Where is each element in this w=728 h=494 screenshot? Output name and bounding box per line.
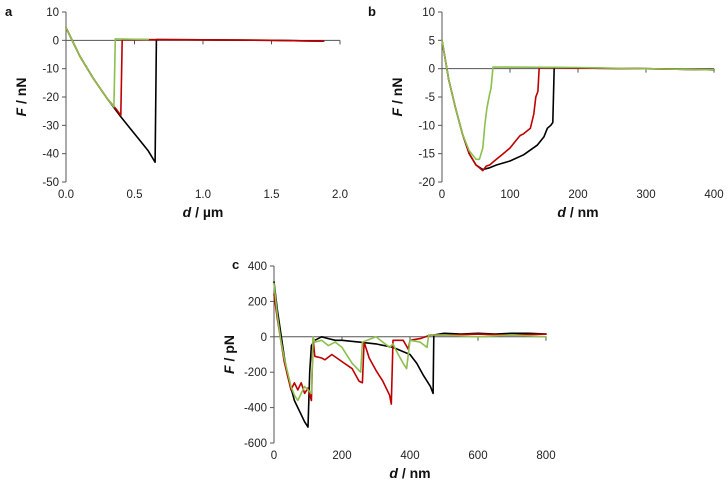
y-axis-variable: F [389,107,405,116]
y-axis-title: F / pN [221,335,237,374]
series-line-c-2 [273,282,547,402]
y-axis-unit: / nN [13,78,29,108]
x-tick-label: 600 [468,450,487,462]
y-tick-label: -10 [42,64,59,76]
y-tick-label: 0 [429,64,435,76]
x-axis-variable: d [389,465,398,481]
x-tick-label: 1.0 [195,189,211,201]
x-axis-unit: / nm [566,204,599,220]
y-tick-label: -20 [42,92,59,104]
y-tick-label: -600 [244,438,267,450]
y-tick-label: -15 [418,149,435,161]
x-tick-label: 800 [536,450,555,462]
x-tick-label: 400 [400,450,419,462]
series-line-c-1 [273,293,547,405]
x-tick-label: 200 [332,450,351,462]
chart-panel-c: c 400 200 0 -200 -400 -600 0 200 400 600 800 d / nm F… [221,257,556,481]
y-tick-label: 10 [422,7,435,19]
x-axis-unit: / nm [398,465,431,481]
x-tick-label: 0.5 [127,189,143,201]
x-axis-title: d / µm [183,204,224,220]
x-tick-label: 1.5 [264,189,280,201]
y-tick-label: 200 [248,296,267,308]
x-axis-variable: d [183,204,192,220]
chart-panel-a: a 10 0 -10 -20 -30 -40 -500.0 0.5 1.0 1.5 2.0 d / µm… [5,4,348,220]
x-tick-label: 2.0 [332,189,348,201]
y-tick-label: -40 [42,149,59,161]
y-tick-label: -5 [425,92,435,104]
y-axis-title: F / nN [389,78,405,117]
x-tick-label: 0 [271,450,277,462]
y-axis-unit: / pN [221,335,237,365]
panel-label: b [368,4,376,19]
x-tick-label: 300 [636,189,655,201]
y-tick-label: 5 [429,35,435,47]
x-axis-variable: d [557,204,566,220]
x-axis-title: d / nm [389,465,430,481]
x-axis-unit: / µm [191,204,223,220]
y-tick-label: -400 [244,403,267,415]
y-axis-unit: / nN [389,78,405,108]
x-tick-label: 100 [500,189,519,201]
series-line-c-0 [273,281,547,428]
y-tick-label: 0 [261,332,267,344]
panel-label: a [5,4,13,19]
y-tick-label: 0 [53,35,59,47]
y-tick-label: -10 [418,120,435,132]
x-axis-title: d / nm [557,204,598,220]
y-axis-variable: F [221,365,237,374]
chart-panel-b: b 10 5 0 -5 -10 -15 -20 0 100 200 300 400 d / nm F / n… [368,4,724,220]
y-tick-label: -50 [42,177,59,189]
x-tick-label: 400 [704,189,723,201]
x-tick-label: 0 [439,189,445,201]
panel-label: c [232,257,239,272]
y-tick-label: -200 [244,367,267,379]
x-tick-label: 200 [568,189,587,201]
x-tick-label: 0.0 [58,189,74,201]
series-line-b-2 [441,39,715,161]
y-tick-label: -30 [42,120,59,132]
series-line-b-1 [441,39,715,172]
y-tick-label: -20 [418,177,435,189]
y-axis-variable: F [13,107,29,116]
y-axis-title: F / nN [13,78,29,117]
y-tick-label: 400 [248,261,267,273]
y-tick-label: 10 [46,7,59,19]
series-line-a-2 [65,26,149,108]
